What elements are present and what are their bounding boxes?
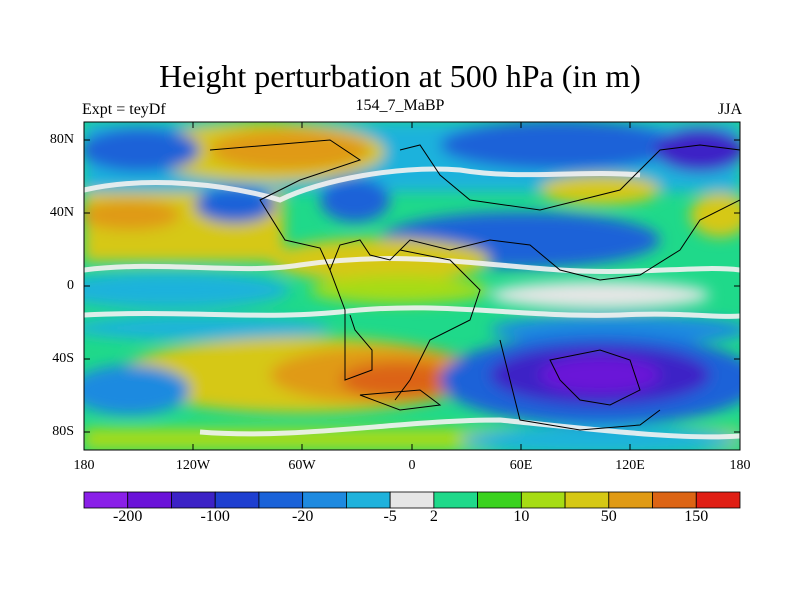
colorbar-swatch [520,491,566,509]
colorbar-tick-label: -200 [113,508,143,525]
y-tick-label: 40N [49,205,74,220]
continent-outlines [209,139,741,431]
colorbar-swatch [302,491,347,509]
x-tick-label: 180 [73,458,95,473]
x-tick-label: 120W [175,458,211,473]
colorbar-swatch [477,491,522,509]
y-tick-label: 40S [52,351,74,366]
x-tick-label: 0 [408,458,416,473]
y-tick-label: 0 [67,278,74,293]
plot-title: Height perturbation at 500 hPa (in m) [159,58,641,94]
x-tick-label: 60E [509,458,533,473]
axis-ticks [84,122,740,450]
colorbar-swatch [389,491,435,509]
colorbar-tick-label: 50 [600,508,617,525]
colorbar-swatch [652,491,697,509]
y-tick-label: 80N [49,132,74,147]
colorbar-swatch [83,491,129,509]
colorbar-swatch [695,491,741,509]
colorbar-swatch [127,491,172,509]
x-tick-label: 60W [288,458,316,473]
x-tick-label: 180 [729,458,751,473]
colorbar-tick-label: 2 [429,508,438,525]
colorbar-swatch [214,491,260,509]
colorbar-swatch [258,491,304,509]
colorbar-swatch [345,491,391,509]
x-tick-label: 120E [615,458,645,473]
experiment-label: Expt = teyDf [82,101,166,118]
y-tick-label: 80S [52,424,74,439]
colorbar-tick-label: 10 [513,508,530,525]
colorbar [83,491,741,509]
colorbar-swatch [171,491,216,509]
colorbar-swatch [608,491,653,509]
colorbar-swatch [564,491,610,509]
colorbar-tick-label: -20 [291,508,314,525]
center-label: 154_7_MaBP [355,97,445,114]
colorbar-tick-label: -5 [383,508,397,525]
season-label: JJA [717,101,742,118]
colorbar-tick-label: -100 [200,508,230,525]
filled-contours [84,122,740,450]
colorbar-tick-label: 150 [684,508,709,525]
colorbar-swatch [433,491,479,509]
